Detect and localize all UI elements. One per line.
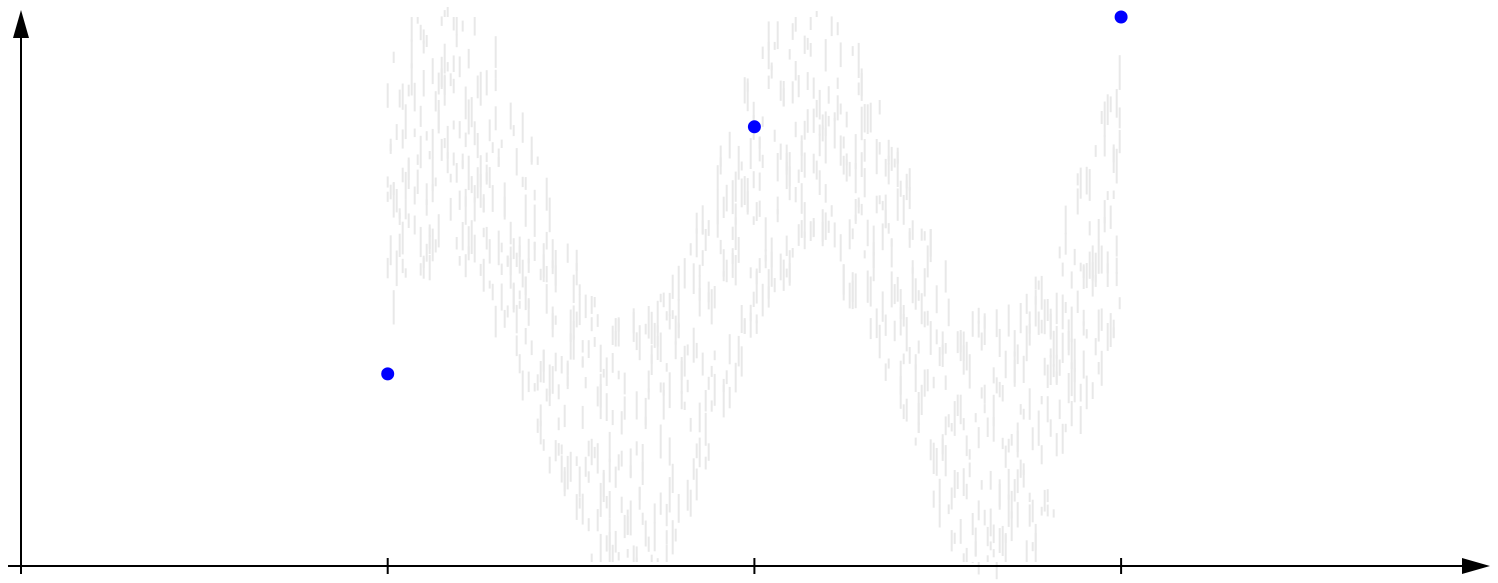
data-point — [1114, 10, 1128, 24]
data-point — [381, 367, 395, 381]
data-point — [747, 120, 761, 134]
y-axis-arrow — [13, 10, 29, 38]
x-ticks — [386, 558, 1123, 574]
noise-band — [386, 7, 1121, 580]
axes — [8, 10, 1490, 574]
x-axis-arrow — [1462, 558, 1490, 574]
data-points — [381, 10, 1128, 381]
